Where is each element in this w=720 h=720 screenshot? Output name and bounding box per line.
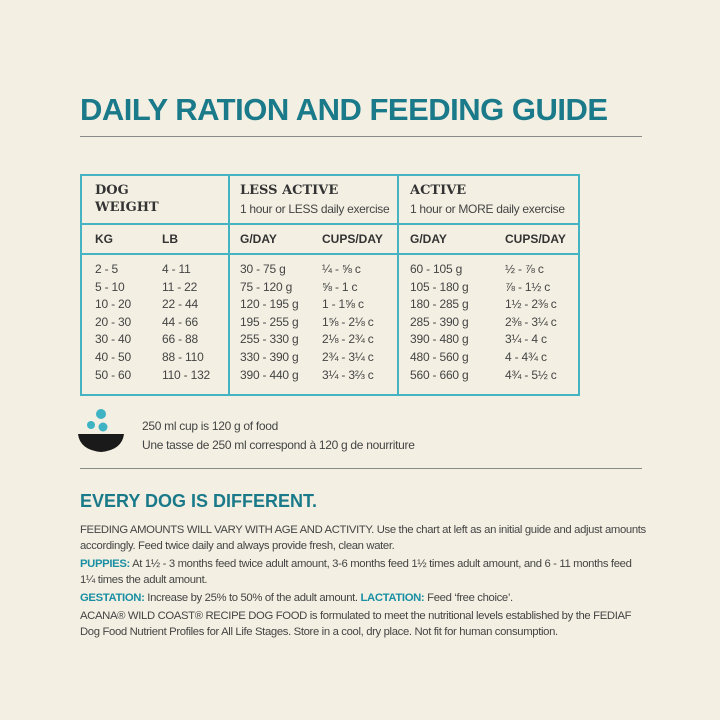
table-cell: ½ - ⅞ c [505, 262, 544, 276]
table-cell: 120 - 195 g [240, 297, 299, 312]
puppies-note: PUPPIES: At 1½ - 3 months feed twice adu… [80, 556, 646, 588]
text: Increase by 25% to 50% of the adult amou… [147, 592, 358, 604]
table-cell: ⅞ - 1½ c [505, 279, 551, 294]
table-cell: 2 - 5 [95, 262, 119, 276]
feeding-table: DOG WEIGHT LESS ACTIVE 1 hour or LESS da… [80, 174, 580, 396]
table-cell: 2⅜ - 3¼ c [505, 314, 557, 329]
table-cell: 30 - 75 g [240, 262, 286, 276]
cup-note: Une tasse de 250 ml correspond à 120 g d… [142, 438, 415, 452]
table-cell: 4 - 11 [162, 262, 191, 276]
text: Feed ‘free choice’. [427, 592, 513, 604]
label: LACTATION: [360, 592, 425, 604]
label: PUPPIES: [80, 558, 130, 570]
column-header: KG [95, 232, 113, 246]
table-cell: 11 - 22 [162, 279, 198, 294]
text: At 1½ - 3 months feed twice adult amount… [80, 558, 632, 586]
intro: FEEDING AMOUNTS WILL VARY WITH AGE AND A… [80, 524, 646, 552]
table-cell: 60 - 105 g [410, 262, 463, 276]
table-cell: 3¼ - 3⅔ c [322, 367, 374, 382]
table-cell: 1½ - 2⅜ c [505, 297, 557, 312]
column-header: LB [162, 232, 178, 246]
column-header: CUPS/DAY [505, 232, 566, 246]
table-cell: 3¼ - 4 c [505, 332, 547, 347]
group-title: DOG WEIGHT [95, 183, 159, 215]
bowl-icon [78, 409, 124, 452]
table-cell: 20 - 30 [95, 314, 131, 329]
table-cell: 75 - 120 g [240, 279, 293, 294]
table-divider [82, 223, 578, 225]
table-cell: 4¾ - 5½ c [505, 367, 557, 382]
cup-note: 250 ml cup is 120 g of food [142, 419, 278, 433]
table-cell: 4 - 4¾ c [505, 350, 547, 364]
table-cell: 66 - 88 [162, 332, 198, 347]
column-header: G/DAY [240, 232, 277, 246]
group-title: LESS ACTIVE [240, 183, 339, 198]
table-divider [228, 176, 230, 394]
gestation-note: GESTATION: Increase by 25% to 50% of the… [80, 590, 646, 606]
footer: ACANA® WILD COAST® RECIPE DOG FOOD is fo… [80, 610, 632, 638]
label: GESTATION: [80, 592, 145, 604]
table-cell: 22 - 44 [162, 297, 198, 312]
table-cell: 88 - 110 [162, 350, 204, 364]
table-cell: 2⅛ - 2¾ c [322, 332, 374, 347]
column-header: CUPS/DAY [322, 232, 383, 246]
table-cell: 180 - 285 g [410, 297, 469, 312]
table-cell: 105 - 180 g [410, 279, 469, 294]
table-cell: 50 - 60 [95, 367, 131, 382]
table-cell: 30 - 40 [95, 332, 131, 347]
section-title: EVERY DOG IS DIFFERENT. [80, 491, 318, 511]
table-cell: 10 - 20 [95, 297, 131, 312]
group-subtitle: 1 hour or LESS daily exercise [240, 202, 390, 216]
divider [80, 468, 642, 469]
table-cell: 1 - 1⅝ c [322, 297, 364, 312]
table-cell: ¼ - ⅝ c [322, 262, 361, 276]
table-cell: 110 - 132 [162, 367, 211, 382]
divider [80, 136, 642, 137]
table-cell: 195 - 255 g [240, 314, 299, 329]
group-subtitle: 1 hour or MORE daily exercise [410, 202, 565, 216]
table-divider [397, 176, 399, 394]
table-cell: 285 - 390 g [410, 314, 469, 329]
table-divider [82, 253, 578, 255]
column-header: G/DAY [410, 232, 447, 246]
table-cell: ⅝ - 1 c [322, 279, 358, 294]
table-cell: 480 - 560 g [410, 350, 469, 364]
instructions: FEEDING AMOUNTS WILL VARY WITH AGE AND A… [80, 522, 646, 642]
table-cell: 44 - 66 [162, 314, 198, 329]
table-cell: 5 - 10 [95, 279, 125, 294]
table-cell: 560 - 660 g [410, 367, 469, 382]
table-cell: 330 - 390 g [240, 350, 299, 364]
title: DAILY RATION AND FEEDING GUIDE [80, 92, 608, 127]
table-cell: 255 - 330 g [240, 332, 299, 347]
table-cell: 1⅝ - 2⅛ c [322, 314, 374, 329]
group-title: ACTIVE [410, 183, 467, 198]
table-cell: 40 - 50 [95, 350, 131, 364]
table-cell: 390 - 440 g [240, 367, 299, 382]
table-cell: 2¾ - 3¼ c [322, 350, 374, 364]
table-cell: 390 - 480 g [410, 332, 469, 347]
